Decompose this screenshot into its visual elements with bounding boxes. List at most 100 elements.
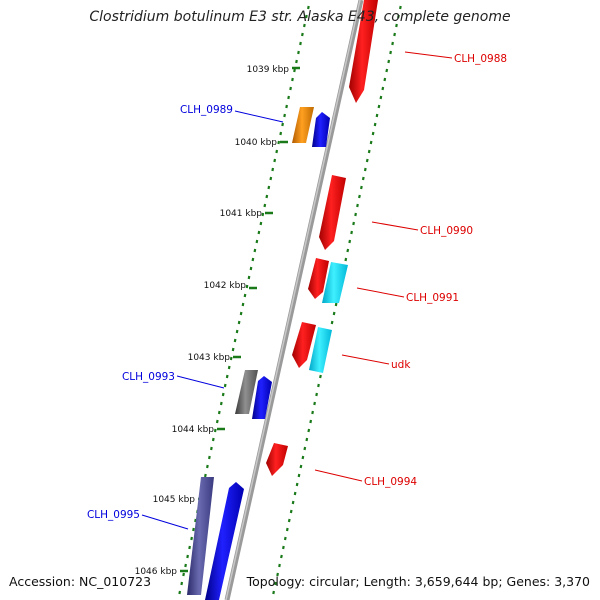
gc-dot bbox=[350, 230, 353, 235]
gc-dot bbox=[241, 302, 245, 307]
scale-tick: 1046 kbp bbox=[135, 567, 188, 577]
gc-dot bbox=[299, 41, 302, 46]
gc-dot bbox=[289, 86, 292, 91]
gc-dot bbox=[282, 545, 285, 550]
gc-dot bbox=[354, 212, 357, 217]
scale-tick: 1039 kbp bbox=[247, 65, 300, 75]
gene-arrow-clh-0993[interactable] bbox=[252, 376, 272, 419]
genome-title: Clostridium botulinum E3 str. Alaska E43… bbox=[89, 9, 511, 25]
gc-dot bbox=[297, 50, 300, 55]
gc-dot bbox=[253, 248, 257, 253]
gc-dot bbox=[334, 302, 338, 307]
genome-backbone bbox=[224, 0, 364, 600]
gc-dot bbox=[267, 185, 271, 190]
gc-dot bbox=[291, 500, 295, 505]
gene-arrow-orange[interactable] bbox=[292, 107, 314, 143]
gene-label-clh-0994[interactable]: CLH_0994 bbox=[364, 476, 417, 488]
gc-dot bbox=[317, 383, 320, 388]
gc-dot bbox=[279, 131, 283, 136]
genes bbox=[187, 0, 378, 600]
gene-label-clh-0993[interactable]: CLH_0993 bbox=[122, 371, 175, 383]
gc-dot bbox=[233, 338, 237, 343]
gc-dot bbox=[219, 401, 223, 406]
gc-dot bbox=[190, 536, 193, 541]
accession-text: Accession: NC_010723 bbox=[9, 574, 152, 589]
gc-dot bbox=[356, 203, 359, 208]
gc-dot bbox=[206, 464, 209, 469]
gene-label-clh-0988[interactable]: CLH_0988 bbox=[454, 53, 507, 65]
gc-dot bbox=[367, 149, 371, 154]
gc-dot bbox=[221, 392, 225, 397]
gc-dot bbox=[371, 131, 375, 136]
gc-dot bbox=[259, 221, 263, 226]
gene-label-clh-0990[interactable]: CLH_0990 bbox=[420, 225, 473, 237]
gc-dot bbox=[309, 419, 313, 424]
gene-arrow-clh-0995[interactable] bbox=[205, 482, 244, 600]
scale-tick: 1041 kbp bbox=[220, 209, 273, 219]
gc-dot bbox=[271, 167, 275, 172]
gc-dot bbox=[344, 257, 348, 262]
gc-dot bbox=[399, 5, 402, 10]
gc-dot bbox=[194, 518, 197, 523]
gene-arrow-udk-red[interactable] bbox=[292, 322, 316, 368]
gc-dot bbox=[283, 536, 287, 541]
gc-dot bbox=[379, 95, 383, 100]
gc-dot bbox=[348, 239, 352, 244]
gc-dot bbox=[295, 482, 299, 487]
gene-arrow-gray[interactable] bbox=[235, 370, 258, 414]
scale-tick-label: 1039 kbp bbox=[247, 65, 290, 75]
gc-dot bbox=[249, 266, 253, 271]
gc-dot bbox=[307, 428, 311, 433]
gene-arrow-clh-0990[interactable] bbox=[319, 175, 346, 250]
gc-dot bbox=[385, 68, 389, 73]
gc-dot bbox=[313, 401, 316, 406]
gc-dot bbox=[352, 221, 355, 226]
gc-dot bbox=[361, 176, 365, 181]
gene-label-clh-0989[interactable]: CLH_0989 bbox=[180, 104, 233, 116]
gene-arrow-clh-0991[interactable] bbox=[322, 262, 348, 303]
gc-dot bbox=[178, 590, 182, 595]
gc-dot bbox=[243, 293, 247, 298]
gc-dot bbox=[383, 77, 387, 82]
gene-arrow-clh-0988[interactable] bbox=[349, 0, 378, 103]
gene-arrow-clh-0989[interactable] bbox=[312, 112, 330, 147]
scale-ticks: 1039 kbp 1040 kbp 1041 kbp 1042 kbp 1043… bbox=[135, 65, 300, 577]
gc-dot bbox=[275, 149, 279, 154]
gene-label-udk[interactable]: udk bbox=[391, 359, 411, 371]
gc-dot bbox=[377, 104, 381, 109]
gc-dot bbox=[387, 59, 391, 64]
gc-dot bbox=[223, 383, 227, 388]
scale-tick: 1044 kbp bbox=[172, 425, 225, 435]
gc-dot bbox=[227, 365, 231, 370]
gc-dot bbox=[263, 203, 267, 208]
gc-dot bbox=[389, 50, 392, 55]
gc-dot bbox=[245, 284, 249, 289]
gene-label-clh-0991[interactable]: CLH_0991 bbox=[406, 292, 459, 304]
scale-tick-label: 1046 kbp bbox=[135, 567, 178, 577]
label-leaders bbox=[141, 51, 453, 530]
gc-dot bbox=[303, 446, 307, 451]
gc-dot bbox=[186, 554, 189, 559]
gc-dot bbox=[237, 320, 241, 325]
gc-dot bbox=[301, 32, 304, 37]
gene-label-clh-0995[interactable]: CLH_0995 bbox=[87, 509, 140, 521]
genome-backbone-highlight bbox=[225, 0, 361, 600]
gc-dot bbox=[303, 23, 306, 28]
gene-arrow-udk[interactable] bbox=[309, 327, 332, 373]
gene-arrow-red[interactable] bbox=[308, 258, 329, 299]
scale-tick: 1042 kbp bbox=[204, 281, 257, 291]
gc-dot bbox=[281, 122, 284, 127]
gc-dot bbox=[285, 527, 289, 532]
gc-dot bbox=[295, 59, 298, 64]
gc-dot bbox=[251, 257, 255, 262]
gc-dot bbox=[182, 572, 185, 577]
gc-dot bbox=[213, 428, 217, 433]
gc-dot bbox=[277, 140, 281, 145]
gene-arrow-purple[interactable] bbox=[187, 477, 214, 595]
gene-arrow-clh-0994[interactable] bbox=[266, 443, 288, 476]
gc-dot bbox=[360, 185, 363, 190]
gc-dot bbox=[319, 374, 322, 379]
gc-dot bbox=[225, 374, 229, 379]
scale-tick-label: 1043 kbp bbox=[188, 353, 231, 363]
